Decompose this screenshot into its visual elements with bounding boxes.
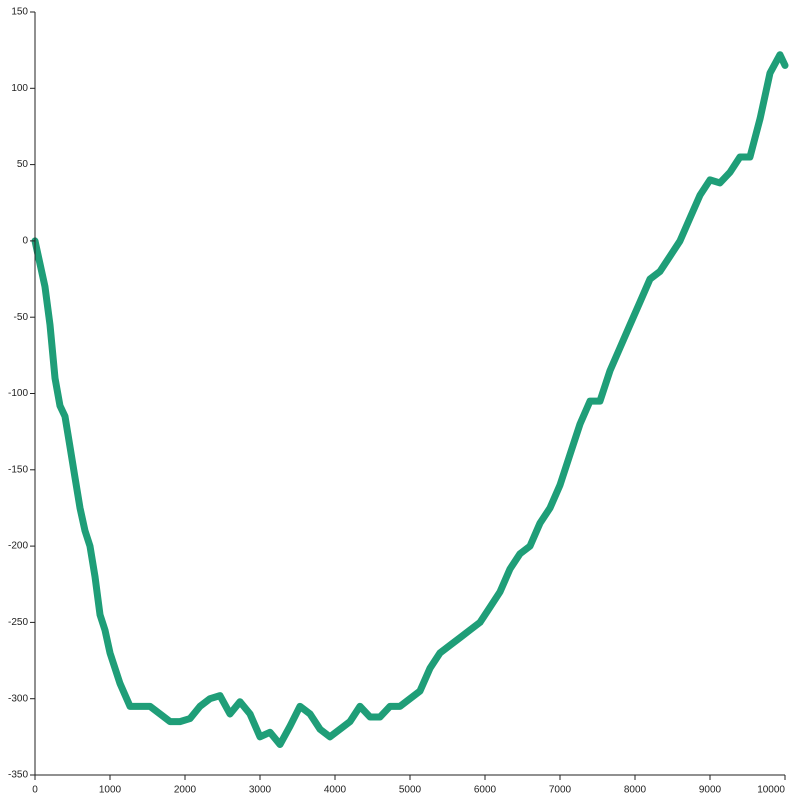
y-tick-label: -350 — [8, 770, 28, 781]
x-tick-label: 5000 — [399, 785, 422, 796]
y-tick-label: 0 — [22, 236, 28, 247]
y-tick-label: -100 — [8, 388, 28, 399]
y-tick-label: -250 — [8, 617, 28, 628]
x-tick-label: 0 — [32, 785, 38, 796]
y-tick-label: 100 — [11, 83, 28, 94]
y-tick-label: -200 — [8, 541, 28, 552]
y-tick-label: 150 — [11, 7, 28, 18]
x-tick-label: 7000 — [549, 785, 572, 796]
x-tick-label: 1000 — [99, 785, 122, 796]
y-tick-label: -150 — [8, 464, 28, 475]
x-tick-label: 6000 — [474, 785, 497, 796]
y-tick-label: -50 — [14, 312, 29, 323]
x-tick-label: 3000 — [249, 785, 272, 796]
x-tick-label: 10000 — [757, 785, 785, 796]
x-tick-label: 9000 — [699, 785, 722, 796]
data-line — [31, 51, 789, 748]
x-tick-label: 4000 — [324, 785, 347, 796]
x-tick-label: 2000 — [174, 785, 197, 796]
y-tick-label: -300 — [8, 693, 28, 704]
x-tick-label: 8000 — [624, 785, 647, 796]
y-tick-label: 50 — [17, 159, 29, 170]
